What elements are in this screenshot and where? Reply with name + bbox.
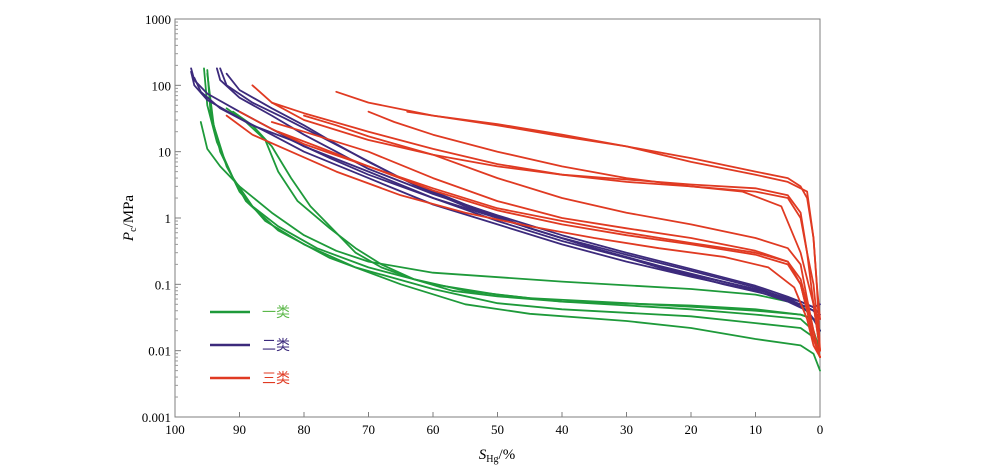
- series-curve: [251, 84, 821, 352]
- x-tick-label: 90: [233, 422, 246, 437]
- y-tick-label: 1: [165, 211, 172, 226]
- legend-label: 二类: [262, 338, 290, 354]
- y-tick-label: 0.01: [148, 344, 171, 359]
- x-axis-title: SHg/%: [479, 447, 515, 465]
- series-curve: [225, 114, 821, 358]
- x-tick-label: 100: [165, 422, 185, 437]
- y-tick-label: 0.1: [155, 277, 171, 292]
- y-tick-label: 100: [152, 78, 172, 93]
- x-tick-label: 50: [491, 422, 504, 437]
- y-tick-label: 0.001: [142, 410, 171, 425]
- series-curve: [206, 72, 821, 372]
- series-curve: [225, 107, 821, 332]
- series-curve: [270, 121, 821, 358]
- series-curve: [303, 114, 821, 358]
- curves-layer: [190, 67, 821, 372]
- x-tick-label: 70: [362, 422, 375, 437]
- x-tick-label: 10: [749, 422, 762, 437]
- x-tick-label: 60: [427, 422, 440, 437]
- legend-label: 三类: [262, 371, 290, 387]
- x-tick-label: 80: [298, 422, 311, 437]
- series-curve: [270, 101, 821, 352]
- x-tick-label: 20: [685, 422, 698, 437]
- series-curve: [225, 72, 821, 316]
- x-tick-label: 0: [817, 422, 824, 437]
- y-axis-ticks: 0.001 0.01 0.1 1 10 100 1000: [142, 12, 181, 425]
- series-curve: [277, 130, 821, 358]
- x-tick-label: 40: [556, 422, 569, 437]
- legend-label: 一类: [262, 305, 290, 321]
- series-2: [190, 67, 821, 332]
- series-curve: [406, 110, 821, 352]
- series-curve: [216, 67, 821, 309]
- y-tick-label: 10: [158, 145, 171, 160]
- y-tick-label: 1000: [145, 12, 171, 27]
- y-axis-title: Pc/MPa: [121, 195, 139, 242]
- x-axis-ticks: 100 90 80 70 60 50 40 30 20 10 0: [165, 412, 823, 437]
- series-3: [225, 84, 821, 358]
- x-tick-label: 30: [620, 422, 633, 437]
